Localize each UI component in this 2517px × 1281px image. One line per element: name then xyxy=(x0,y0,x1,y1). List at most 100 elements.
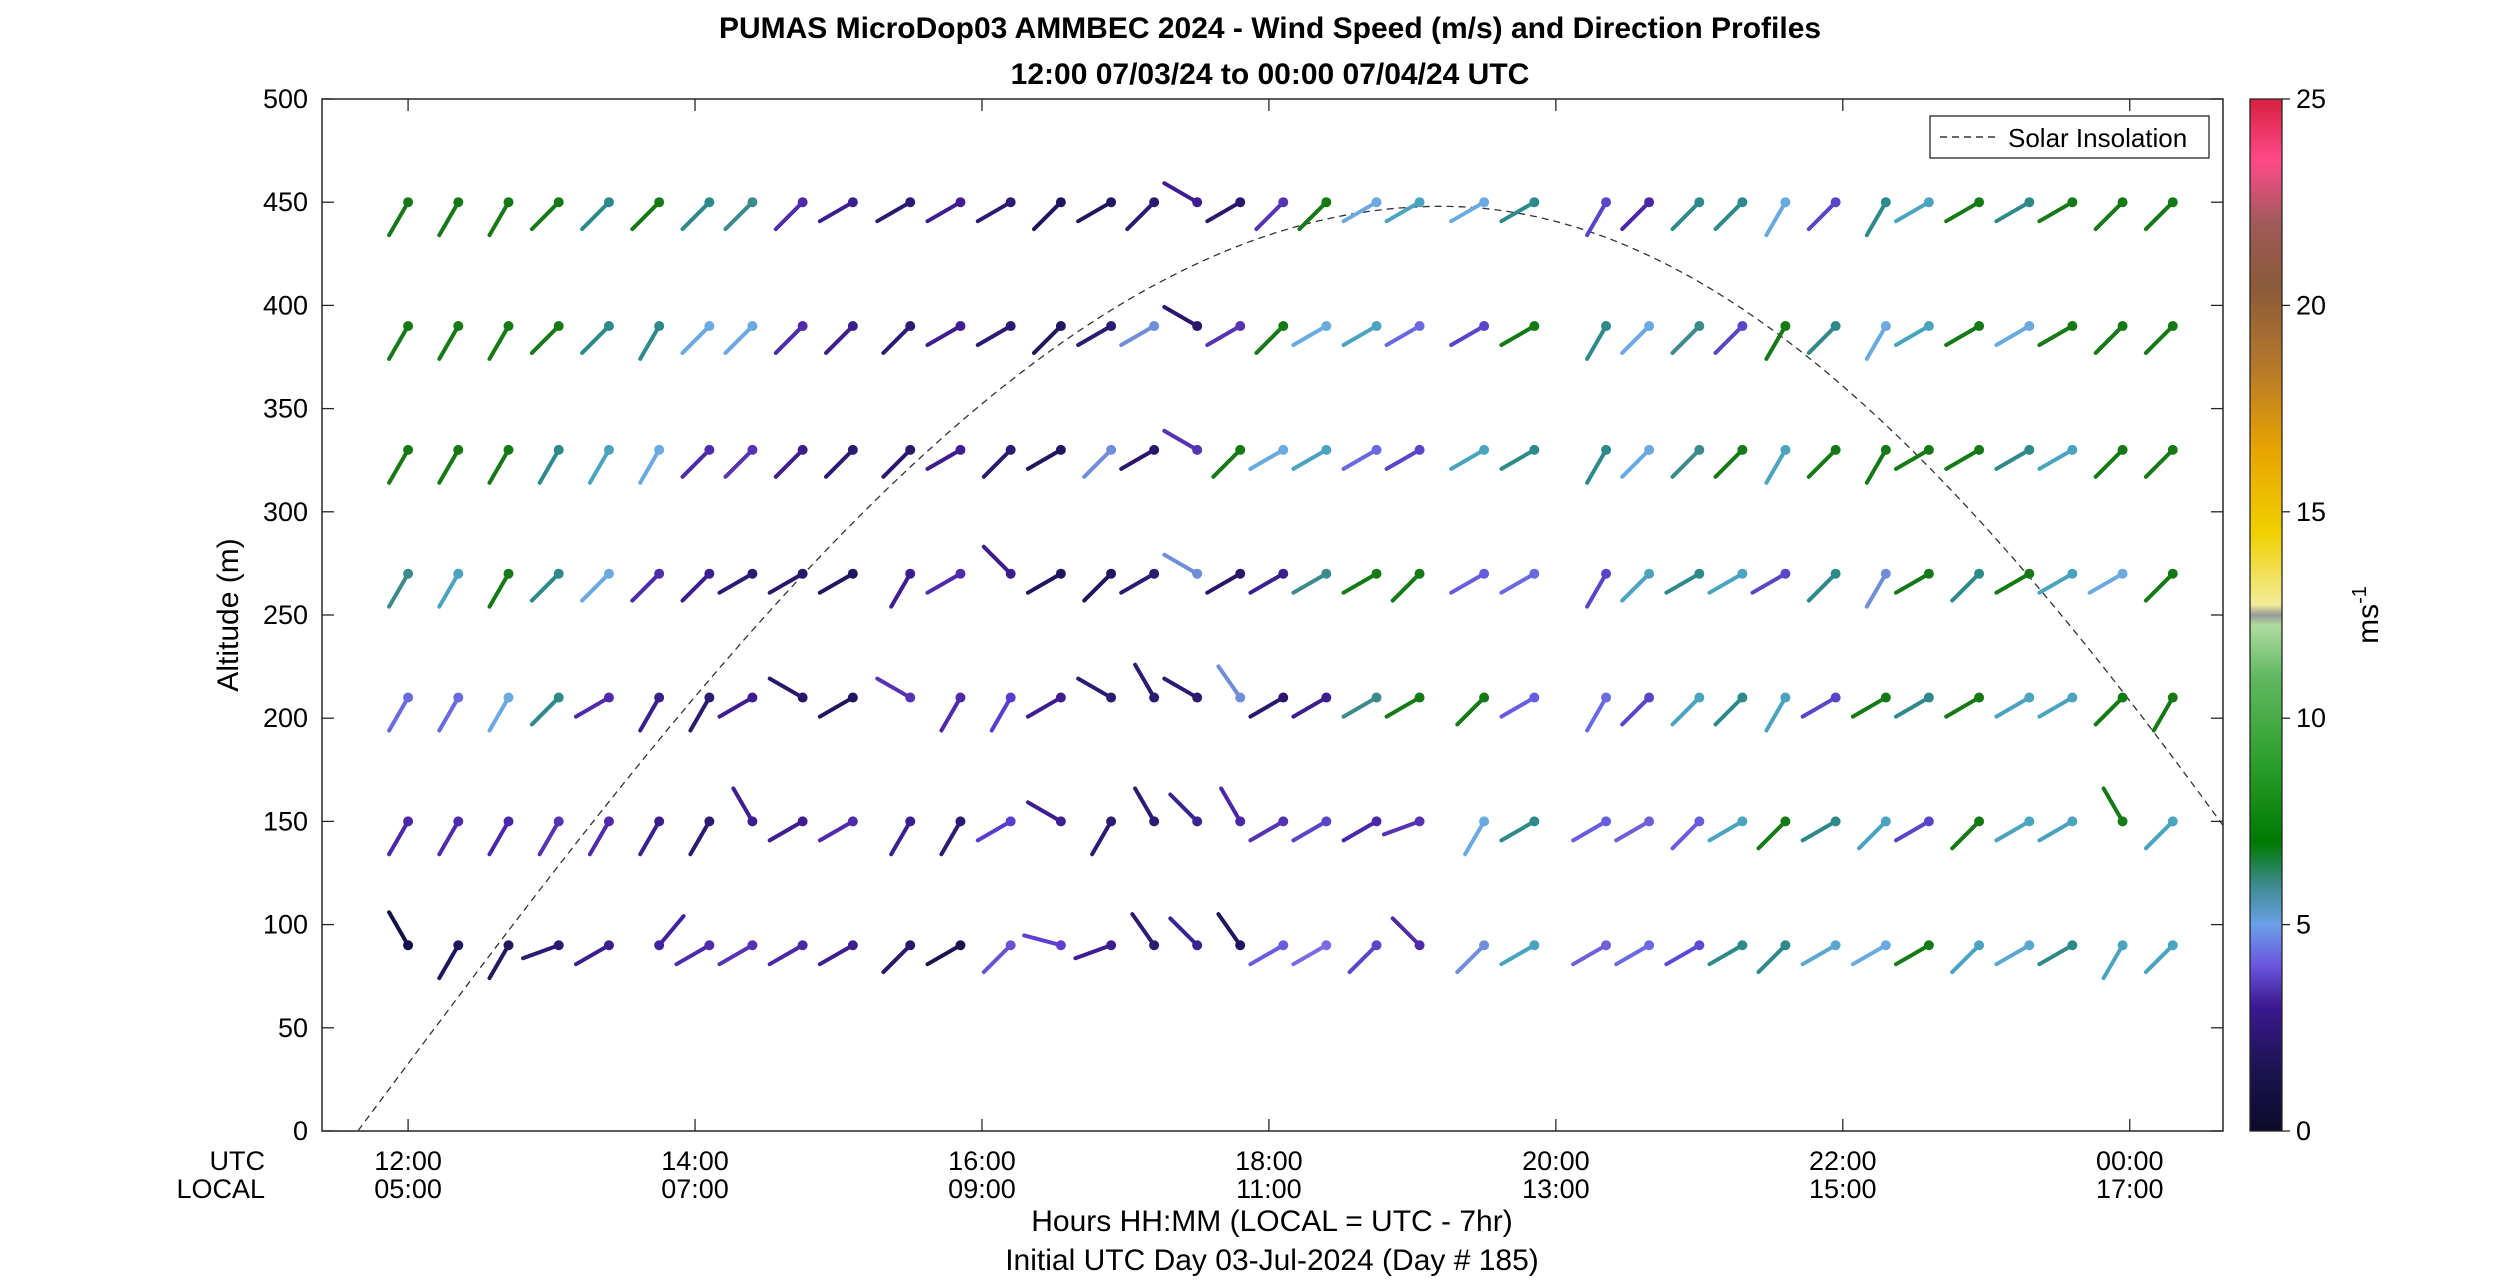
wind-vector-head xyxy=(2117,692,2128,703)
colorbar-tick-label: 0 xyxy=(2296,1116,2311,1146)
wind-vector-shaft xyxy=(580,571,611,603)
wind-vector-shaft xyxy=(638,695,662,733)
wind-vector-head xyxy=(2067,444,2078,455)
wind-vector-head xyxy=(1737,940,1748,951)
wind-vector-shaft xyxy=(925,447,963,471)
wind-vector-shaft xyxy=(437,324,461,361)
wind-vector-shaft xyxy=(1944,200,1982,224)
wind-vector-shaft xyxy=(1944,695,1982,719)
wind-vector-head xyxy=(453,816,464,827)
wind-vector-head xyxy=(1371,816,1382,827)
wind-vector-shaft xyxy=(939,819,963,857)
wind-vector-shaft xyxy=(1248,943,1286,967)
wind-vector-shaft xyxy=(1026,447,1063,471)
wind-vector-shaft xyxy=(2151,695,2175,733)
wind-vector-head xyxy=(797,568,808,579)
wind-vector-shaft xyxy=(2037,571,2075,595)
wind-vector-head xyxy=(1005,444,1016,455)
wind-vector-head xyxy=(1529,940,1540,951)
wind-vector-shaft xyxy=(1756,819,1788,851)
y-tick-label: 250 xyxy=(263,600,308,630)
wind-vector-shaft xyxy=(767,819,805,843)
wind-vector-shaft xyxy=(1857,819,1888,851)
wind-vector-shaft xyxy=(1455,695,1487,727)
wind-vector-head xyxy=(2167,197,2178,208)
wind-vector-shaft xyxy=(1499,571,1537,595)
wind-vector-shaft xyxy=(1032,324,1063,355)
wind-vector-shaft xyxy=(1291,695,1329,719)
wind-vector-shaft xyxy=(773,447,805,479)
wind-vector-shaft xyxy=(981,447,1013,479)
wind-vector-shaft xyxy=(1168,916,1200,948)
wind-vector-head xyxy=(797,692,808,703)
wind-vector-shaft xyxy=(487,943,511,981)
wind-vector-head xyxy=(453,692,464,703)
x-tick-label-local: 13:00 xyxy=(1522,1174,1590,1204)
wind-vector-head xyxy=(797,444,808,455)
wind-vector-shaft xyxy=(437,819,461,857)
wind-vector-shaft xyxy=(2037,200,2075,224)
wind-vector-head xyxy=(1974,568,1985,579)
wind-vector-shaft xyxy=(1082,571,1114,603)
wind-vector-shaft xyxy=(767,943,805,967)
wind-vector-head xyxy=(603,321,614,332)
wind-vector-shaft xyxy=(1950,819,1982,851)
wind-vector-head xyxy=(1235,321,1246,332)
wind-vector-shaft xyxy=(1850,943,1888,967)
wind-vector-shaft xyxy=(1341,200,1379,224)
wind-vector-shaft xyxy=(1713,200,1745,232)
wind-vector-head xyxy=(1880,816,1891,827)
wind-vector-head xyxy=(503,692,514,703)
wind-vector-head xyxy=(1694,692,1705,703)
wind-vector-shaft xyxy=(1133,662,1157,700)
wind-vector-head xyxy=(1479,940,1490,951)
wind-vector-shaft xyxy=(437,200,461,238)
wind-vector-shaft xyxy=(773,324,805,355)
wind-vector-shaft xyxy=(1894,819,1931,843)
wind-vector-shaft xyxy=(487,324,511,361)
wind-vector-head xyxy=(847,940,858,951)
wind-vector-head xyxy=(1278,197,1289,208)
wind-vector-head xyxy=(1923,940,1934,951)
wind-vector-head xyxy=(955,197,966,208)
wind-vector-head xyxy=(1278,940,1289,951)
wind-vector-head xyxy=(553,321,564,332)
wind-vector-head xyxy=(1055,197,1066,208)
wind-vector-head xyxy=(955,568,966,579)
wind-vector-head xyxy=(704,197,715,208)
wind-vector-head xyxy=(847,444,858,455)
legend: Solar Insolation xyxy=(1929,115,2210,159)
wind-vector-shaft xyxy=(1664,571,1702,595)
wind-vector-head xyxy=(1644,692,1655,703)
wind-vector-head xyxy=(654,816,665,827)
wind-vector-head xyxy=(1235,816,1246,827)
wind-vector-shaft xyxy=(1449,571,1487,595)
wind-vector-shaft xyxy=(1707,819,1745,843)
x-tick-label-utc: 16:00 xyxy=(948,1146,1016,1176)
wind-vector-head xyxy=(1414,568,1425,579)
wind-vector-head xyxy=(1321,444,1332,455)
y-tick-label: 0 xyxy=(293,1116,308,1146)
wind-vector-head xyxy=(1106,568,1117,579)
wind-vector-shaft xyxy=(1119,571,1157,595)
wind-vector-shaft xyxy=(1205,324,1243,347)
wind-vector-head xyxy=(503,321,514,332)
wind-vector-head xyxy=(847,568,858,579)
wind-vector-shaft xyxy=(875,676,913,700)
wind-vector-shaft xyxy=(387,324,411,361)
wind-vector-shaft xyxy=(1950,943,1982,975)
wind-vector-head xyxy=(553,568,564,579)
x-tick-label-utc: 00:00 xyxy=(2096,1146,2164,1176)
wind-vector-shaft xyxy=(1076,676,1114,700)
wind-vector-head xyxy=(503,940,514,951)
wind-vector-head xyxy=(1923,321,1934,332)
wind-vector-head xyxy=(1923,568,1934,579)
wind-vector-shaft xyxy=(2093,200,2125,232)
wind-vector-shaft xyxy=(1864,324,1888,361)
wind-vector-head xyxy=(1529,692,1540,703)
wind-vector-head xyxy=(797,197,808,208)
wind-vector-head xyxy=(1923,816,1934,827)
wind-vector-shaft xyxy=(881,324,913,355)
wind-vector-head xyxy=(1149,197,1160,208)
wind-vector-head xyxy=(1192,444,1203,455)
